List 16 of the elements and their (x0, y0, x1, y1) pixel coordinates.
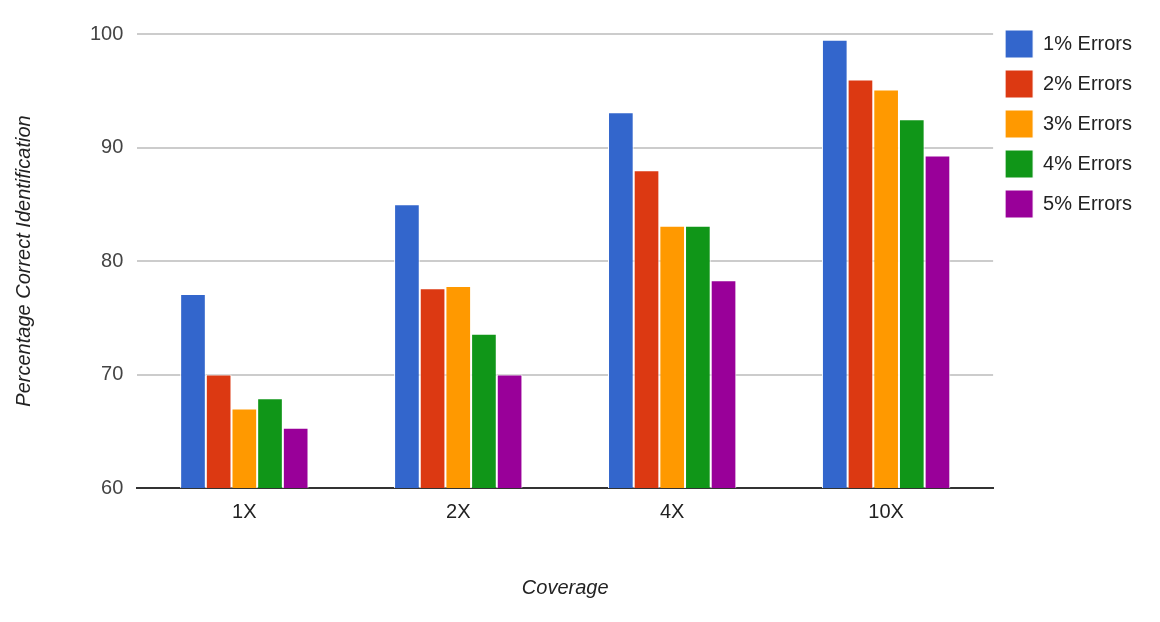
x-axis-title: Coverage (521, 575, 609, 598)
legend-label: 3% Errors (1043, 111, 1132, 134)
legend-label: 2% Errors (1043, 71, 1132, 94)
legend-label: 5% Errors (1043, 191, 1132, 214)
x-tick-label: 2X (446, 499, 471, 522)
x-tick-label: 1X (232, 499, 257, 522)
y-tick-label: 80 (101, 248, 124, 271)
x-tick-label: 4X (659, 499, 685, 522)
legend-label: 4% Errors (1043, 151, 1132, 174)
y-tick-label: 100 (89, 21, 124, 44)
y-tick-label: 60 (101, 475, 124, 498)
x-tick-label: 10X (868, 499, 904, 522)
y-axis-title: Percentage Correct Identification (11, 115, 34, 407)
legend-label: 1% Errors (1043, 31, 1132, 54)
y-tick-label: 70 (101, 362, 124, 385)
y-tick-label: 90 (101, 135, 124, 158)
